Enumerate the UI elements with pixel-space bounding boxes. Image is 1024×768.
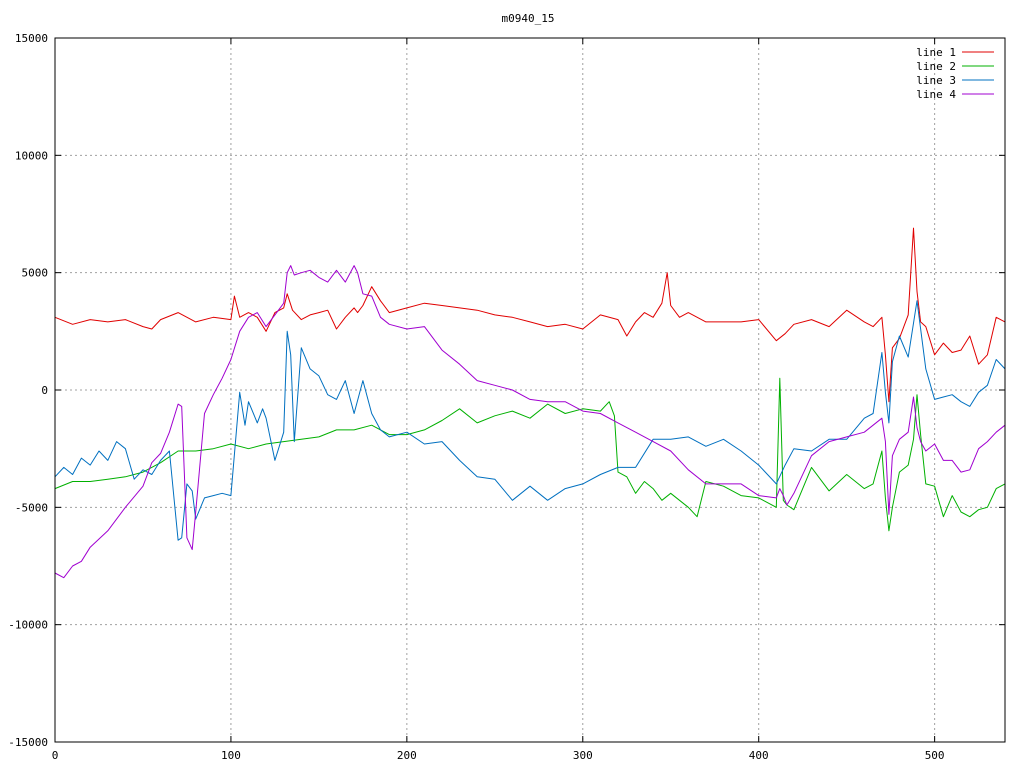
y-tick-label: 0 (41, 384, 48, 397)
plot-series (54, 227, 1006, 579)
y-tick-label: -5000 (15, 501, 48, 514)
chart-title: m0940_15 (502, 12, 555, 25)
x-tick-label: 300 (573, 749, 593, 762)
legend-label: line 1 (916, 46, 956, 59)
y-tick-label: 10000 (15, 149, 48, 162)
x-tick-label: 100 (221, 749, 241, 762)
y-tick-label: -15000 (8, 736, 48, 749)
legend-label: line 4 (916, 88, 956, 101)
axis-ticks: 0 100 200 300 400 500 -15000 -10000 -5000 0 5000 10… (8, 32, 1005, 762)
y-tick-label: -10000 (8, 619, 48, 632)
x-tick-label: 500 (925, 749, 945, 762)
legend-label: line 2 (916, 60, 956, 73)
series-line-3 (54, 300, 1006, 541)
legend-label: line 3 (916, 74, 956, 87)
x-tick-label: 0 (52, 749, 59, 762)
x-tick-label: 400 (749, 749, 769, 762)
y-tick-label: 15000 (15, 32, 48, 45)
series-line-2 (54, 377, 1006, 532)
series-line-4 (54, 265, 1006, 579)
x-tick-label: 200 (397, 749, 417, 762)
grid (55, 38, 1005, 742)
y-tick-label: 5000 (22, 267, 49, 280)
